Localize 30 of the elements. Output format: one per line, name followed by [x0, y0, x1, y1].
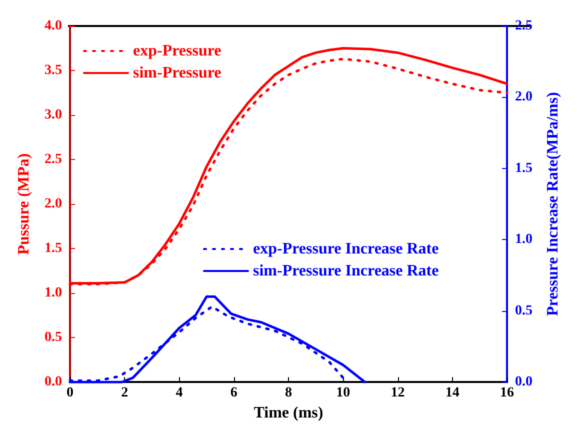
- y2-tick-label: 0.0: [515, 374, 532, 390]
- y2-tick-label: 2.0: [515, 90, 532, 105]
- y2-tick-label: 0.5: [515, 303, 532, 318]
- x-tick-label: 10: [336, 386, 350, 401]
- y2-tick-label: 1.0: [515, 232, 532, 248]
- y-tick-label: 2.5: [44, 152, 62, 168]
- y-tick-label: 2.0: [44, 196, 62, 212]
- y2-tick-label: 1.5: [515, 160, 532, 176]
- y-tick-label: 3.0: [44, 108, 62, 123]
- x-tick-label: 16: [500, 386, 514, 401]
- y-tick-label: 0.5: [44, 330, 62, 346]
- x-tick-label: 8: [285, 386, 292, 401]
- x-tick-label: 14: [445, 386, 460, 401]
- y-axis-title: Pussure (MPa): [16, 153, 32, 255]
- x-tick-label: 12: [390, 386, 405, 401]
- legend-label: sim-Pressure: [133, 64, 222, 82]
- y-tick-label: 3.5: [44, 63, 62, 78]
- x-tick-label: 2: [121, 386, 128, 401]
- legend-label: sim-Pressure Increase Rate: [253, 262, 439, 280]
- x-tick-label: 6: [230, 386, 238, 401]
- y2-axis-title: Pressure Increase Rate(MPa/ms): [544, 92, 562, 316]
- y-tick-label: 0.0: [44, 374, 62, 390]
- legend-label: exp-Pressure Increase Rate: [253, 240, 439, 258]
- legend-label: exp-Pressure: [133, 42, 222, 60]
- y-tick-label: 1.5: [44, 241, 62, 256]
- x-tick-label: 4: [176, 386, 183, 401]
- y-tick-label: 1.0: [44, 286, 62, 301]
- x-tick-label: 0: [66, 386, 74, 401]
- x-axis-title: Time (ms): [254, 404, 324, 422]
- y-tick-label: 4.0: [44, 18, 62, 34]
